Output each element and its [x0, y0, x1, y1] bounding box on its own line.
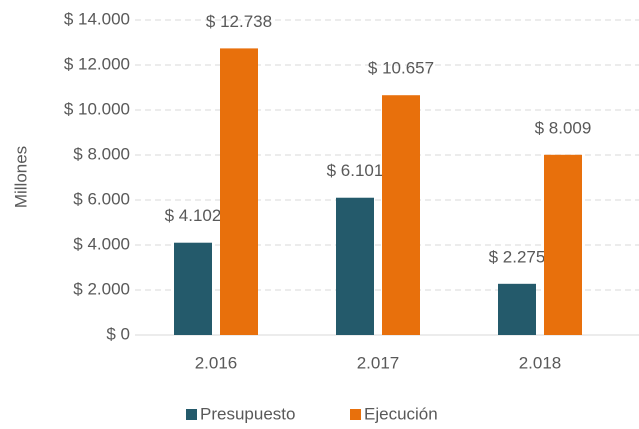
data-label: $ 10.657 — [368, 59, 434, 78]
data-label: $ 4.102 — [165, 206, 222, 225]
legend-label: Presupuesto — [200, 404, 295, 423]
x-tick-label: 2.017 — [357, 353, 400, 372]
legend-label: Ejecución — [364, 404, 438, 423]
bar — [498, 283, 536, 335]
y-tick-label: $ 6.000 — [73, 189, 130, 208]
bar — [382, 95, 420, 335]
y-tick-label: $ 8.000 — [73, 144, 130, 163]
y-tick-label: $ 2.000 — [73, 279, 130, 298]
legend-swatch — [186, 409, 197, 420]
y-tick-label: $ 4.000 — [73, 234, 130, 253]
y-tick-label: $ 14.000 — [64, 9, 130, 28]
legend-swatch — [350, 409, 361, 420]
y-tick-label: $ 10.000 — [64, 99, 130, 118]
data-label: $ 2.275 — [489, 247, 546, 266]
y-axis-title: Millones — [11, 146, 30, 208]
y-tick-label: $ 12.000 — [64, 54, 130, 73]
bar — [544, 154, 582, 335]
data-label: $ 12.738 — [206, 12, 272, 31]
data-label: $ 8.009 — [535, 118, 592, 137]
bar — [174, 242, 212, 335]
x-tick-label: 2.016 — [195, 353, 238, 372]
y-tick-label: $ 0 — [106, 324, 130, 343]
data-label: $ 6.101 — [327, 161, 384, 180]
bar — [336, 197, 374, 335]
bar — [220, 48, 258, 336]
x-tick-label: 2.018 — [519, 353, 562, 372]
